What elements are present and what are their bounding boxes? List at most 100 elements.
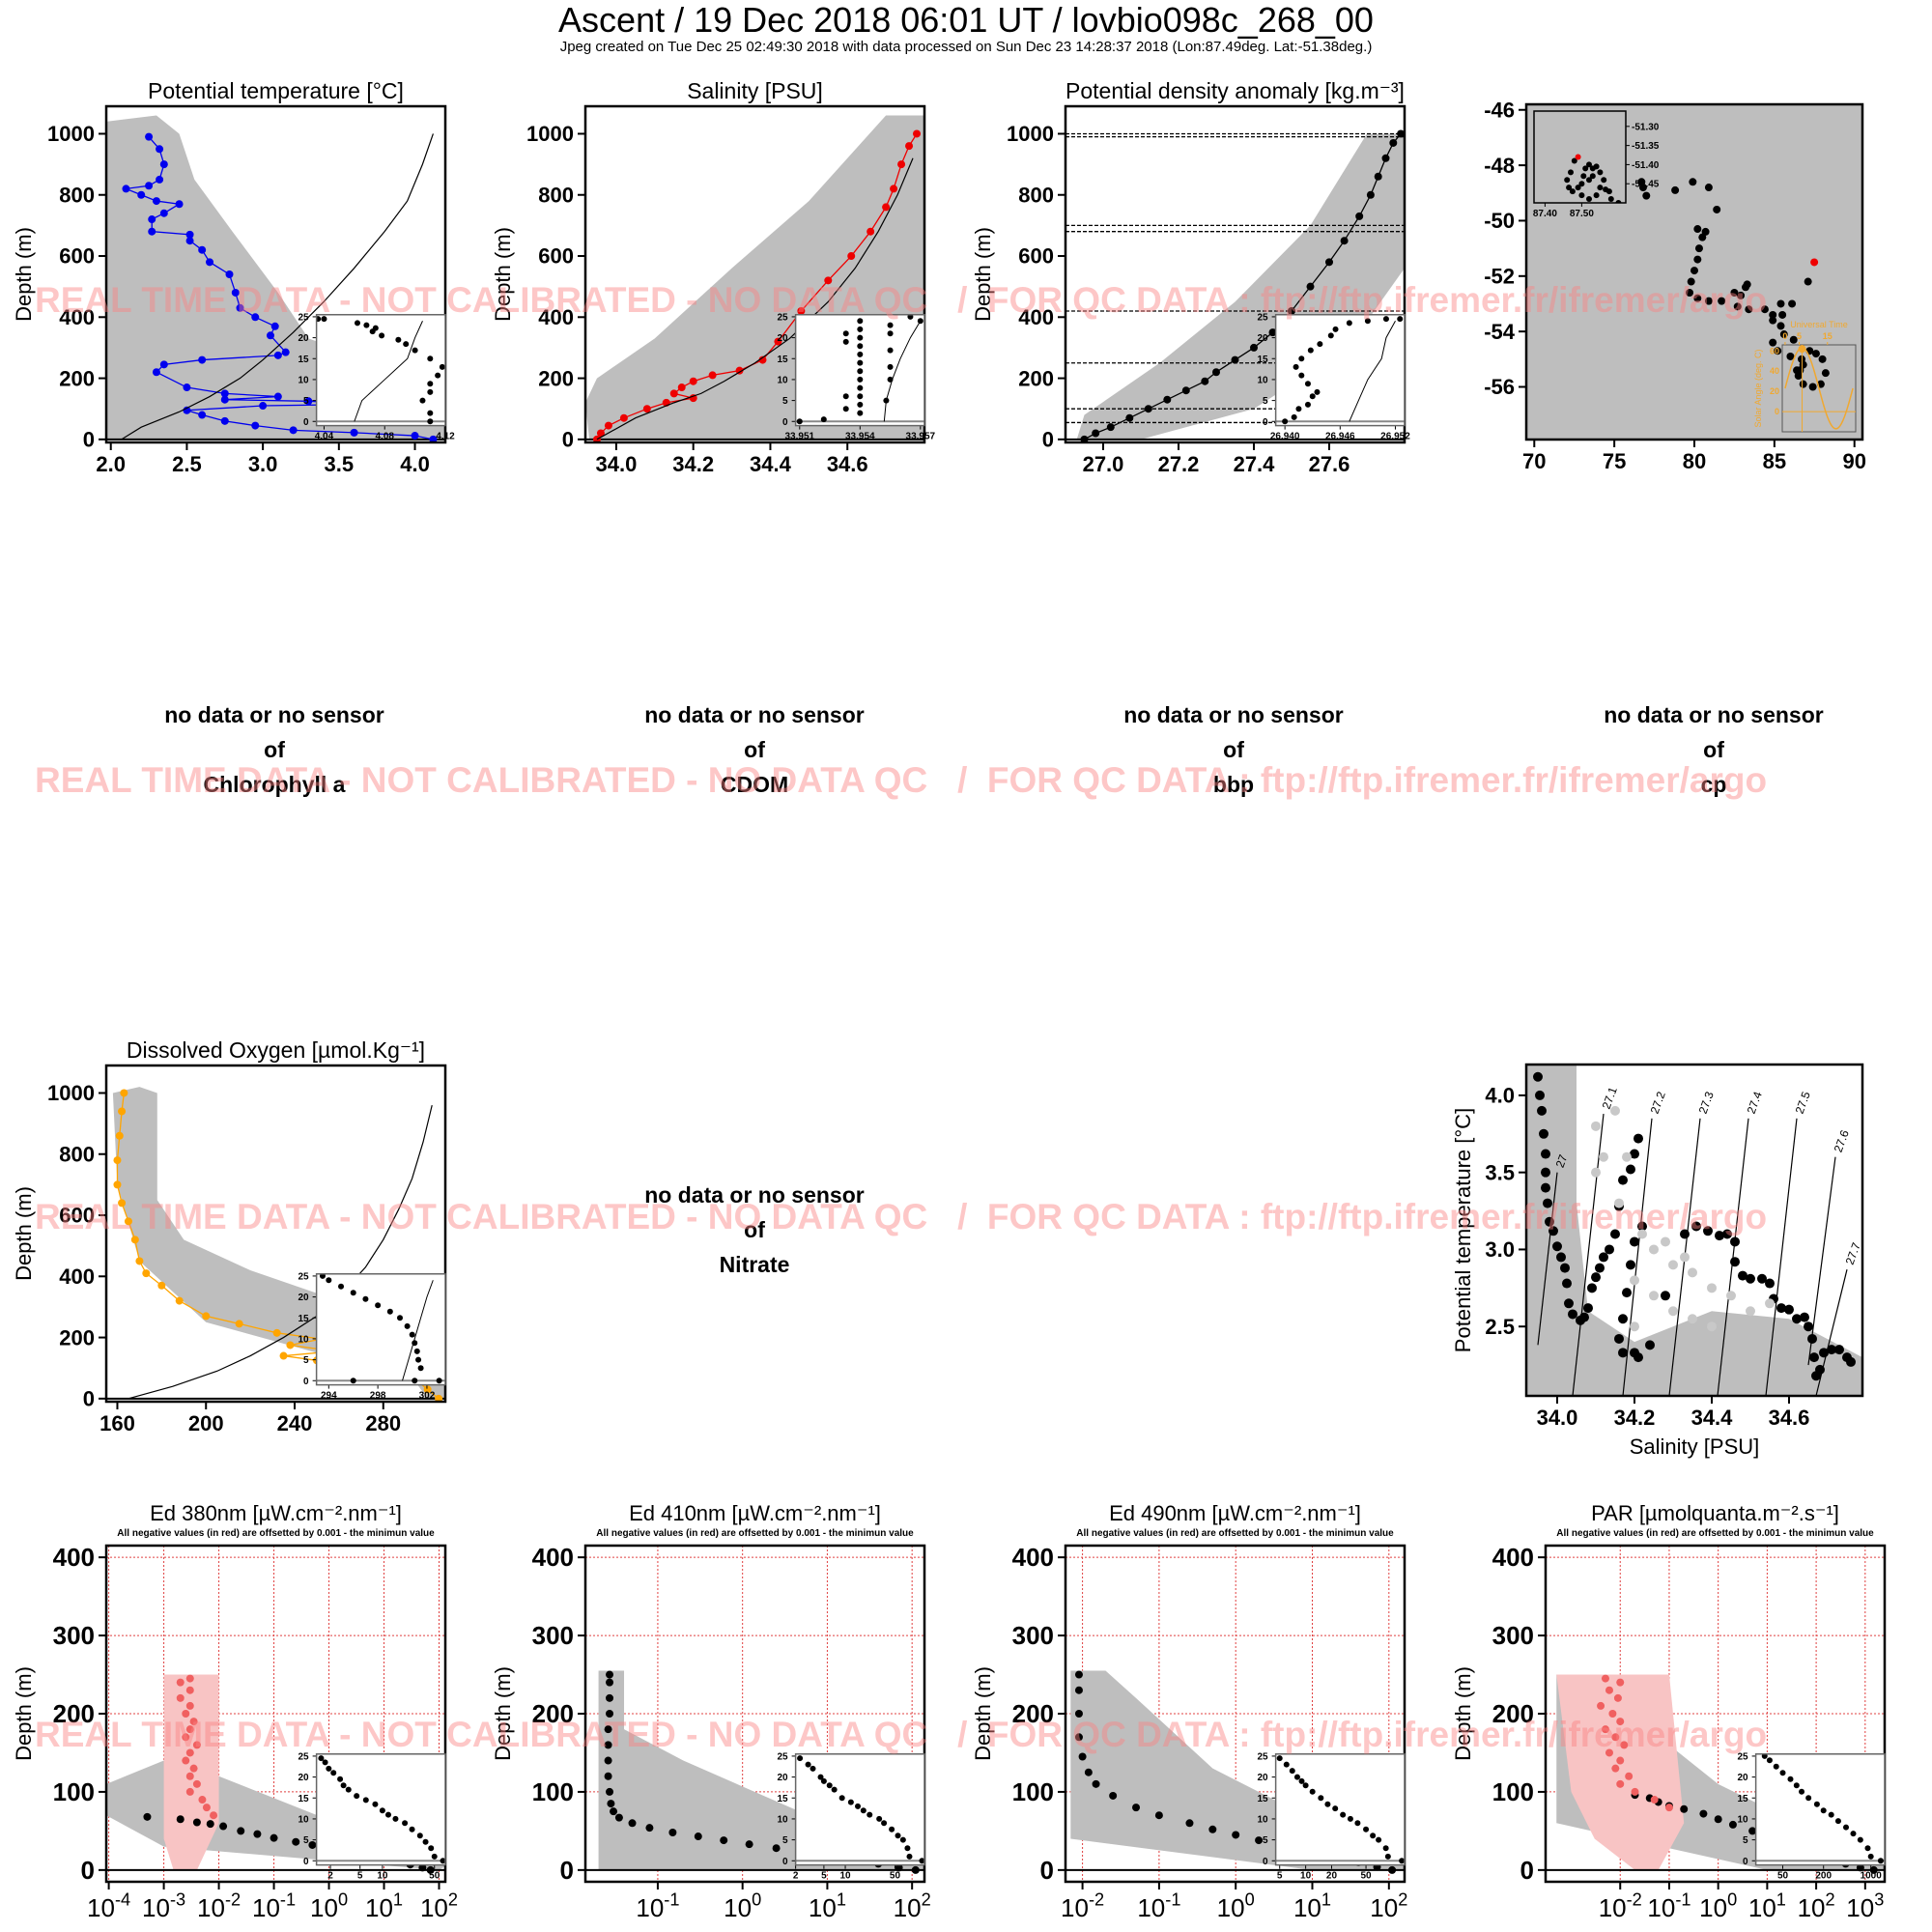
profile-point [1078,1752,1087,1761]
profile-point [1255,1836,1264,1845]
inset-point [826,1782,833,1789]
x-tick-label: 4.04 [315,432,334,442]
y-tick-label: 300 [1012,1621,1054,1650]
profile-point [1846,1356,1856,1367]
float-track-point [1808,383,1817,391]
profile-point [1539,1128,1548,1139]
y-tick-label: 600 [59,244,95,269]
profile-point [1545,1216,1554,1227]
negative-offset-point [176,1678,185,1687]
float-track-point [1733,302,1742,311]
profile-point [890,185,898,193]
inset-point [831,1786,838,1793]
profile-point [774,337,782,346]
tick-exponent: 0 [1727,1889,1737,1909]
negative-offset-point [1613,1693,1622,1702]
profile-point [1869,1865,1878,1874]
inset-point [847,1799,854,1805]
profile-point [1730,1257,1740,1267]
inset-point [1766,1757,1773,1764]
no-data-of: of [264,737,285,762]
profile-point [606,1787,614,1796]
negative-offset-point [1605,1748,1613,1757]
no-data-cp: no data or no sensor of cp [1520,697,1907,802]
y-tick-label: 20 [1737,1773,1748,1783]
tick-base: 10 [197,1893,225,1922]
x-tick-label: 26.946 [1325,432,1355,442]
profile-point [897,160,906,169]
profile-point [1591,1272,1601,1283]
no-data-text: no data or no sensor [1123,702,1344,727]
profile-point [1106,423,1115,432]
y-tick-label: 800 [59,1142,95,1166]
inset-point [435,372,441,379]
other-profiles-point [1746,1306,1755,1317]
y-tick-label: 100 [532,1777,574,1806]
profile-point [1699,1809,1708,1818]
y-tick-label: 5 [782,396,788,407]
inset-point [427,418,434,425]
plot-frame [104,104,447,444]
y-tick-label: 400 [59,1264,95,1289]
profile-point [905,142,914,151]
inset-point [379,332,385,339]
y-tick-label: 0 [303,1377,309,1387]
negative-offset-point [182,1756,190,1765]
y-tick-label: -51.40 [1632,160,1660,171]
inset-point [379,1807,385,1814]
inset-point [1307,347,1314,354]
profile-point [289,426,298,435]
y-tick-label: 200 [1492,1699,1534,1728]
y-tick-label: 15 [298,355,309,365]
inset-point [372,1801,379,1807]
x-tick-label: 10 [1300,1871,1312,1882]
profile-point [1080,435,1089,442]
y-tick-label: 1000 [526,122,574,146]
profile-point [1680,1804,1689,1813]
y-tick-label: 400 [59,305,95,329]
profile-point [113,1180,122,1189]
inset-point [857,401,864,408]
inset-background [316,1273,445,1385]
profile-point [220,389,229,398]
profile-point [758,355,767,364]
inset-point [1773,1763,1779,1770]
inset-point [1397,316,1404,323]
y-tick-label: 25 [1737,1751,1748,1762]
no-data-text: no data or no sensor [644,702,865,727]
profile-point [270,322,279,330]
inset-point [1370,1833,1377,1839]
float-track-point [1745,305,1753,314]
negative-offset-point [1616,1756,1625,1765]
inset-point [404,1322,411,1329]
negative-offset-point [182,1710,190,1718]
profile-point [1154,1811,1163,1820]
inset-point [883,397,890,404]
plot-area [1564,154,1622,203]
y-tick-label: 20 [298,1293,309,1303]
inset-point [805,1761,811,1768]
profile-point [847,252,856,261]
y-tick-label: -54 [1484,320,1516,344]
y-tick-label: 25 [298,1271,309,1282]
x-tick-label: 80 [1683,449,1706,473]
inset-point [431,1853,438,1860]
x-tick-label: 34.0 [1537,1406,1578,1430]
y-tick-label: -51.30 [1632,122,1660,132]
inset-oxy: 294 298 302 0 5 10 15 20 25 [298,1271,446,1402]
inset-point [354,1793,360,1800]
plot-area [795,1755,924,1864]
other-profiles-point [1599,1151,1608,1162]
isopycnal-line [1622,1118,1653,1396]
x-tick-label: 27.2 [1158,452,1200,476]
inset-point [396,1315,403,1321]
profile-point [1834,1345,1844,1355]
y-tick-label: 200 [1012,1699,1054,1728]
profile-point [1552,1241,1562,1252]
profile-point [175,1296,184,1305]
float-track-point [1730,289,1739,298]
profile-point [606,1710,614,1718]
inset-frame [794,314,925,427]
x-tick-label: 5 [1277,1871,1283,1882]
